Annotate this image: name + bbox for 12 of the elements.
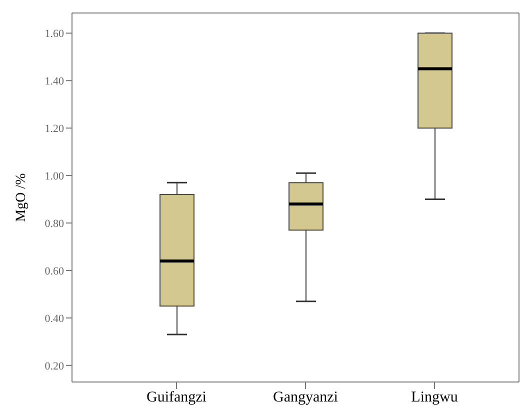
y-tick-label: 0.20 (44, 360, 64, 372)
x-tick-label: Lingwu (411, 390, 458, 406)
x-tick-label: Guifangzi (146, 390, 206, 406)
y-tick-label: 1.00 (44, 170, 64, 182)
y-axis-title: MgO /% (14, 172, 29, 222)
x-tick-label: Gangyanzi (273, 390, 338, 406)
y-tick-label: 0.80 (44, 218, 64, 230)
y-tick-label: 1.60 (44, 28, 64, 40)
y-tick-label: 1.40 (44, 76, 64, 88)
y-tick-label: 0.60 (44, 265, 64, 278)
y-tick-label: 1.20 (44, 122, 64, 135)
y-tick-label: 0.40 (44, 312, 64, 325)
